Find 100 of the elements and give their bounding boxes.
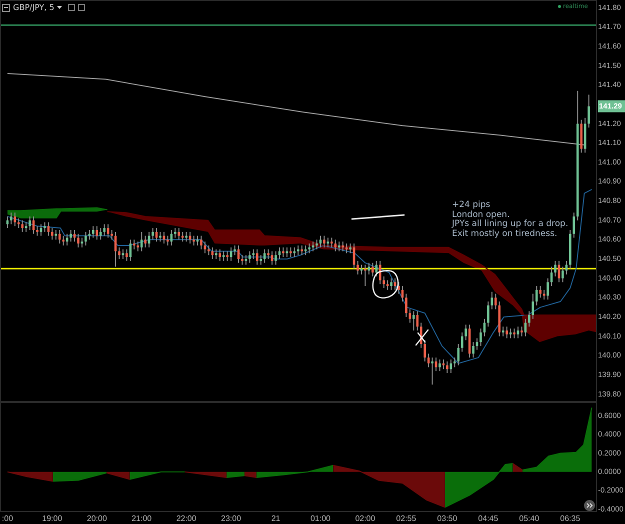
candlestick [464,324,467,341]
candlestick [472,342,474,358]
candlestick [330,237,333,248]
candlestick [77,233,80,248]
candlestick [267,248,270,260]
candlestick [214,248,218,260]
candlestick [296,244,300,256]
candlestick [535,286,538,306]
x-tick-label: 20:00 [86,514,108,524]
candlestick [152,228,154,240]
candlestick [431,357,434,386]
annotation: +24 pips [452,200,492,210]
candlestick [453,357,456,368]
x-tick-label: :00 [2,514,14,524]
candlestick [438,358,441,372]
candlestick [494,293,497,310]
candlestick [342,241,344,252]
candlestick [308,243,310,254]
x-tick-label: 01:00 [310,514,332,524]
candlestick [110,229,113,240]
candlestick [375,260,378,277]
candlestick [412,310,415,331]
candlestick [300,244,304,256]
candlestick [144,235,146,248]
candlestick [136,241,140,252]
candlestick [222,250,225,262]
x-tick-label: 02:00 [355,514,376,524]
candlestick [323,235,326,248]
candlestick [140,231,143,252]
candlestick [192,235,195,246]
candlestick [572,212,576,238]
candlestick [506,326,508,339]
candlestick [96,226,98,240]
candlestick [546,278,549,300]
candlestick [378,260,382,285]
candlestick [241,254,244,266]
x-tick-label: 04:45 [478,514,499,524]
candlestick [234,244,236,256]
x-tick-label: 23:00 [221,514,242,524]
candlestick [36,226,38,236]
candlestick [382,276,385,288]
candlestick [554,260,556,277]
candlestick [349,243,352,254]
candlestick [405,293,408,318]
candlestick [133,239,136,250]
x-tick-label: 03:50 [437,514,458,524]
candlestick [62,235,65,246]
candlestick [372,262,374,277]
candlestick [316,239,318,250]
candlestick [446,360,448,374]
candlestick [248,250,251,264]
candlestick [54,229,58,240]
candlestick [460,332,464,352]
candlestick [356,260,359,275]
annotation: JPYs all lining up for a drop. [452,219,568,230]
annotation: London open. [452,210,511,220]
x-tick-label: 22:00 [176,514,197,524]
candlestick [513,328,516,339]
candlestick [457,344,460,366]
candlestick [588,94,590,128]
candlestick [532,293,534,320]
candlestick [208,244,210,256]
x-tick-label: 21:00 [132,514,152,524]
candlestick [28,216,31,230]
candlestick [70,229,72,242]
candlestick [174,228,176,238]
candlestick [539,286,542,298]
candlestick [424,340,426,362]
candlestick [44,222,46,232]
candlestick [364,264,366,287]
candlestick [51,228,54,240]
candlestick [178,228,180,240]
candlestick [274,250,277,266]
x-tick-label: 06:35 [560,514,581,524]
candlestick [118,246,120,260]
candlestick [562,266,564,283]
candlestick [58,229,61,244]
candlestick [528,310,530,328]
candlestick [10,212,12,225]
candlestick [256,248,258,266]
candlestick [103,224,106,236]
candlestick [398,282,400,294]
x-tick-label: 19:00 [42,514,63,524]
candlestick [416,310,419,331]
candlestick [390,278,392,290]
x-tick-label: 02:55 [396,514,417,524]
candlestick [480,328,482,346]
candlestick [226,250,228,262]
x-tick-label: 05:40 [519,514,540,524]
x-tick-label: 21 [271,514,281,524]
candlestick [99,228,102,240]
candlestick [92,226,94,238]
candlestick [126,248,128,262]
candlestick [338,241,340,252]
candlestick [200,235,202,250]
candlestick [260,254,262,266]
candlestick [166,235,169,246]
annotation: Exit mostly on tiredness. [452,228,558,239]
candlestick [84,231,87,246]
candlestick [487,301,490,328]
